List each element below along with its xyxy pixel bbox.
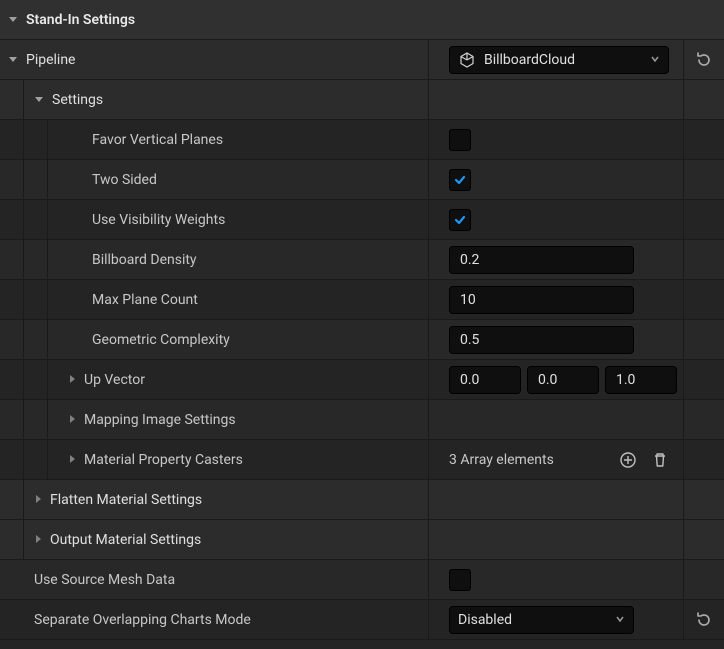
expand-icon[interactable] <box>68 452 76 468</box>
add-element-button[interactable] <box>619 451 637 469</box>
panel-title: Stand-In Settings <box>26 12 135 28</box>
max-plane-count-label: Max Plane Count <box>92 292 198 308</box>
favor-vertical-planes-label: Favor Vertical Planes <box>92 132 223 148</box>
two-sided-checkbox[interactable] <box>449 169 471 191</box>
expand-icon <box>68 412 76 428</box>
geometric-complexity-input[interactable]: 0.5 <box>449 326 634 354</box>
cube-icon <box>458 51 476 69</box>
settings-label: Settings <box>52 92 103 108</box>
billboard-density-label: Billboard Density <box>92 252 197 268</box>
billboard-density-input[interactable]: 0.2 <box>449 246 634 274</box>
billboard-density-row: Billboard Density 0.2 <box>0 240 724 280</box>
panel-header[interactable]: Stand-In Settings <box>0 0 724 40</box>
expand-icon <box>34 92 44 108</box>
chevron-down-icon <box>650 52 660 68</box>
up-vector-row: Up Vector 0.0 0.0 1.0 <box>0 360 724 400</box>
output-material-section[interactable]: Output Material Settings <box>0 520 724 560</box>
reset-button[interactable] <box>695 51 713 69</box>
max-plane-count-row: Max Plane Count 10 <box>0 280 724 320</box>
expand-icon[interactable] <box>0 52 18 68</box>
separate-overlapping-label: Separate Overlapping Charts Mode <box>34 612 251 628</box>
delete-element-button[interactable] <box>651 451 669 469</box>
up-vector-x-input[interactable]: 0.0 <box>449 366 521 394</box>
chevron-down-icon <box>615 612 625 628</box>
output-material-label: Output Material Settings <box>50 532 201 548</box>
pipeline-label: Pipeline <box>26 52 428 68</box>
geometric-complexity-label: Geometric Complexity <box>92 332 230 348</box>
mapping-image-settings-row[interactable]: Mapping Image Settings <box>0 400 724 440</box>
use-visibility-weights-row: Use Visibility Weights <box>0 200 724 240</box>
expand-icon <box>0 12 18 28</box>
separate-overlapping-row: Separate Overlapping Charts Mode Disable… <box>0 600 724 640</box>
use-source-mesh-data-row: Use Source Mesh Data <box>0 560 724 600</box>
use-source-mesh-data-checkbox[interactable] <box>449 569 471 591</box>
pipeline-row: Pipeline BillboardCloud <box>0 40 724 80</box>
expand-icon <box>34 492 42 508</box>
flatten-material-label: Flatten Material Settings <box>50 492 202 508</box>
separate-overlapping-dropdown[interactable]: Disabled <box>449 606 634 634</box>
mapping-image-settings-label: Mapping Image Settings <box>84 412 236 428</box>
separate-overlapping-value: Disabled <box>458 612 607 628</box>
pipeline-value: BillboardCloud <box>484 52 642 68</box>
expand-icon[interactable] <box>68 372 76 388</box>
use-visibility-weights-checkbox[interactable] <box>449 209 471 231</box>
use-visibility-weights-label: Use Visibility Weights <box>92 212 225 228</box>
flatten-material-section[interactable]: Flatten Material Settings <box>0 480 724 520</box>
favor-vertical-planes-checkbox[interactable] <box>449 129 471 151</box>
two-sided-row: Two Sided <box>0 160 724 200</box>
material-property-casters-label: Material Property Casters <box>84 452 243 468</box>
max-plane-count-input[interactable]: 10 <box>449 286 634 314</box>
favor-vertical-planes-row: Favor Vertical Planes <box>0 120 724 160</box>
up-vector-y-input[interactable]: 0.0 <box>527 366 599 394</box>
material-property-casters-count: 3 Array elements <box>449 452 554 468</box>
settings-section[interactable]: Settings <box>0 80 724 120</box>
pipeline-dropdown[interactable]: BillboardCloud <box>449 46 669 74</box>
reset-button[interactable] <box>695 611 713 629</box>
expand-icon <box>34 532 42 548</box>
up-vector-label: Up Vector <box>84 372 145 388</box>
up-vector-z-input[interactable]: 1.0 <box>605 366 677 394</box>
use-source-mesh-data-label: Use Source Mesh Data <box>34 572 175 588</box>
geometric-complexity-row: Geometric Complexity 0.5 <box>0 320 724 360</box>
material-property-casters-row: Material Property Casters 3 Array elemen… <box>0 440 724 480</box>
two-sided-label: Two Sided <box>92 172 157 188</box>
